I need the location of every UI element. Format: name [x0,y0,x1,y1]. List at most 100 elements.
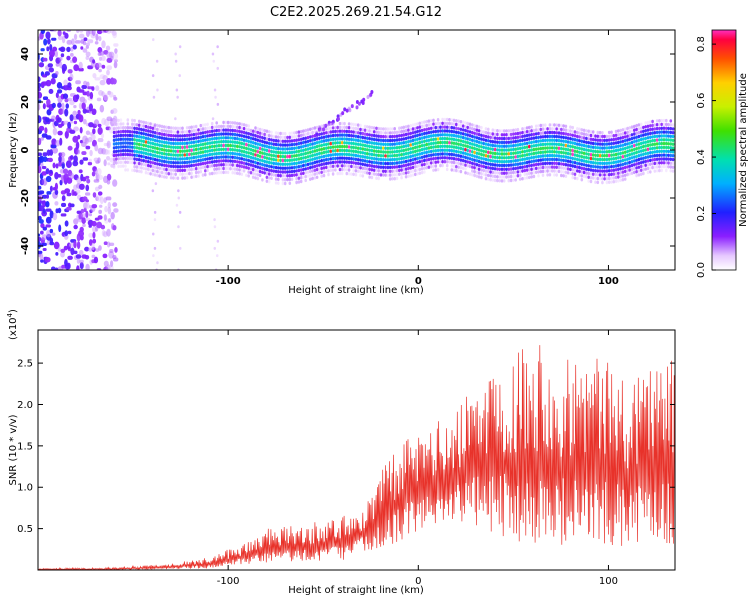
spectrogram-cell [375,134,378,138]
spectrogram-cell [377,142,380,146]
spectrogram-cell [591,141,595,146]
spectrogram-cell [644,148,647,152]
spectrogram-cell [662,141,666,146]
spectrogram-cell [633,124,636,129]
spectrogram-cell [165,175,168,179]
spectrogram-cell [427,119,431,123]
spectrogram-cell [518,146,522,151]
spectrogram-cell [555,131,558,135]
spectrogram-cell [667,126,670,131]
spectrogram-cell [306,162,310,167]
spectrogram-cell [194,132,198,136]
spectrogram-cell [38,115,42,124]
spectrogram-cell [144,124,148,129]
colorbar-tick-label: 0.6 [696,93,707,109]
spectrogram-cell [646,147,650,151]
spectrogram-cell [366,148,369,152]
spectrogram-cell [40,230,44,235]
spectrogram-cell [62,168,69,175]
spectrogram-cell [245,158,248,162]
spectrogram-cell [238,141,241,145]
spectrogram-cell [445,160,449,164]
spectrogram-cell [174,126,177,130]
snr-y-axis-label: SNR (10 * v/v) [8,414,19,485]
spectrogram-cell [229,132,232,136]
spectrogram-cell [617,160,620,164]
spectrogram-cell [546,138,549,142]
spectrogram-cell [327,126,330,131]
spectrogram-cell [267,149,271,153]
spectrogram-cell [345,133,349,137]
spectrogram-cell [254,130,257,134]
spectrogram-cell [79,126,83,134]
spectrogram-cell [637,127,641,131]
spectrogram-cell [359,131,362,135]
spectrogram-cell [443,148,447,152]
spectrogram-cell [393,161,396,165]
spectrogram-cell [534,139,538,144]
spectrogram-cell [487,146,490,151]
spectrogram-cell [509,167,513,171]
spectrogram-cell [167,152,171,157]
spectrogram-cell [553,123,556,127]
colorbar-gradient [711,29,737,271]
spectrogram-cell [57,89,63,94]
spectrogram-cell [137,135,141,139]
spectrogram-cell [459,120,463,124]
spectrogram-cell [64,220,69,227]
spectrogram-cell [667,145,670,150]
spectrogram-cell [80,46,84,50]
spectrogram-cell [75,80,81,85]
spectrogram-cell [553,173,556,177]
spectrogram-cell [352,126,355,130]
spectrogram-cell [215,148,218,152]
spectrogram-cell [607,165,611,169]
spectrogram-cell [587,133,590,137]
spectrogram-cell [240,130,244,134]
spectrogram-cell [343,107,347,112]
spectrogram-cell [192,163,196,167]
spectrogram-cell [635,173,638,178]
spectrogram-cell [493,163,497,167]
spectrogram-cell [59,46,66,53]
spectrogram-cell [131,126,134,130]
spectrogram-cell [117,160,120,165]
spectrogram-cell [445,133,449,137]
spectrogram-cell [518,139,522,143]
spectrogram-cell [557,154,561,158]
spectrogram-cell [299,156,303,161]
spectrogram-cell [281,154,285,159]
spectrogram-cell [537,135,540,140]
spectrogram-cell [414,172,417,177]
spectrogram-cell [555,142,558,146]
spectrogram-cell [306,132,310,136]
spectrogram-cell [340,129,344,133]
spectrogram-cell [281,151,285,155]
spectrogram-cell [525,137,529,142]
spectrogram-cell [142,124,145,128]
spectrogram-cell [569,140,572,145]
spectrogram-cell [210,160,214,164]
spectrogram-cell [112,150,116,154]
spectrogram-cell [208,164,212,168]
spectrogram-cell [192,125,196,129]
spectrogram-cell [461,139,465,144]
spectrogram-cell [598,165,602,169]
spectrogram-cell [395,161,399,165]
spectrogram-cell [646,140,650,144]
spectrogram-cell [404,140,408,144]
spectrogram-cell [548,150,552,154]
spectrogram-cell [297,176,301,180]
spectrogram-cell [669,165,673,169]
spectrogram-cell [361,155,365,159]
spectrogram-cell [596,142,600,146]
spectrogram-cell [153,210,157,214]
spectrogram-cell [140,123,143,128]
spectrogram-cell [530,144,533,148]
spectrogram-cell [585,136,588,141]
spectrogram-cell [489,154,492,159]
spectrogram-cell [544,138,547,143]
spectrogram-cell [233,125,237,129]
spectrogram-cell [571,172,574,176]
spectrogram-cell [414,122,417,127]
